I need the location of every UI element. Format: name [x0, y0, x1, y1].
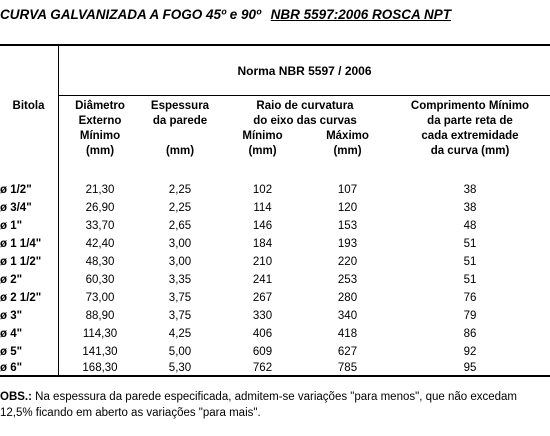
cell-espessura: 2,65 [168, 220, 192, 232]
cell-raio-min: 184 [252, 238, 273, 250]
header-raio-max: Máximo (mm) [326, 130, 369, 157]
cell-comprimento: 38 [463, 202, 477, 214]
cell-comprimento: 51 [463, 256, 477, 268]
cell-comprimento: 95 [463, 362, 477, 374]
cell-diametro: 141,30 [82, 346, 118, 358]
header-diametro: Diâmetro Externo Mínimo (mm) [75, 100, 125, 157]
table-row: ø 2 1/2" 73,00 3,75 267 280 76 [0, 291, 550, 306]
cell-raio-max: 220 [337, 256, 358, 268]
cell-bitola: ø 2" [0, 274, 23, 286]
table-row: ø 1 1/4" 42,40 3,00 184 193 51 [0, 237, 550, 252]
table-row: ø 1" 33,70 2,65 146 153 48 [0, 219, 550, 234]
cell-bitola: ø 1" [0, 220, 23, 232]
header-bitola: Bitola [12, 100, 45, 112]
cell-raio-max: 120 [337, 202, 358, 214]
cell-raio-max: 340 [337, 310, 358, 322]
cell-raio-min: 330 [252, 310, 273, 322]
table-top-border [0, 44, 550, 46]
cell-comprimento: 76 [463, 292, 477, 304]
cell-raio-max: 153 [337, 220, 358, 232]
cell-bitola: ø 1 1/4" [0, 238, 42, 250]
group-header-divider [59, 95, 550, 96]
cell-bitola: ø 1 1/2" [0, 256, 42, 268]
cell-diametro: 114,30 [82, 328, 118, 340]
cell-comprimento: 86 [463, 328, 477, 340]
table-row: ø 5" 141,30 5,00 609 627 92 [0, 345, 550, 360]
cell-raio-max: 418 [337, 328, 358, 340]
cell-comprimento: 92 [463, 346, 477, 358]
cell-raio-min: 609 [252, 346, 273, 358]
table-row: ø 1 1/2" 48,30 3,00 210 220 51 [0, 255, 550, 270]
footnote-text: Na espessura da parede especificada, adm… [0, 391, 518, 419]
cell-diametro: 60,30 [85, 274, 115, 286]
table-row: ø 6" 168,30 5,30 762 785 95 [0, 361, 550, 376]
table-row: ø 4" 114,30 4,25 406 418 86 [0, 327, 550, 342]
footnote-label: OBS.: [0, 391, 32, 403]
cell-raio-min: 102 [252, 184, 273, 196]
cell-espessura: 3,35 [168, 274, 192, 286]
cell-diametro: 168,30 [82, 362, 118, 374]
header-comprimento: Comprimento Mínimo da parte reta de cada… [410, 100, 530, 157]
cell-comprimento: 38 [463, 184, 477, 196]
cell-espessura: 3,75 [168, 310, 192, 322]
cell-espessura: 2,25 [168, 184, 192, 196]
cell-espessura: 2,25 [168, 202, 192, 214]
document-title: CURVA GALVANIZADA A FOGO 45º e 90º NBR 5… [0, 7, 550, 22]
header-raio-min: Mínimo (mm) [242, 130, 283, 157]
footnote: OBS.: Na espessura da parede especificad… [0, 389, 548, 421]
title-main: CURVA GALVANIZADA A FOGO 45º e 90º [0, 7, 261, 22]
cell-diametro: 26,90 [85, 202, 115, 214]
cell-diametro: 33,70 [85, 220, 115, 232]
cell-raio-max: 280 [337, 292, 358, 304]
cell-raio-min: 210 [252, 256, 273, 268]
cell-diametro: 88,90 [85, 310, 115, 322]
cell-bitola: ø 6" [0, 362, 23, 374]
cell-bitola: ø 4" [0, 328, 23, 340]
cell-raio-min: 762 [252, 362, 273, 374]
cell-raio-min: 406 [252, 328, 273, 340]
cell-comprimento: 51 [463, 274, 477, 286]
cell-raio-max: 253 [337, 274, 358, 286]
cell-raio-max: 193 [337, 238, 358, 250]
cell-espessura: 3,75 [168, 292, 192, 304]
cell-bitola: ø 2 1/2" [0, 292, 42, 304]
cell-diametro: 48,30 [85, 256, 115, 268]
table-bottom-border [0, 375, 550, 377]
group-header: Norma NBR 5597 / 2006 [237, 64, 372, 78]
cell-bitola: ø 3/4" [0, 202, 32, 214]
cell-espessura: 5,00 [168, 346, 192, 358]
table-row: ø 1/2" 21,30 2,25 102 107 38 [0, 183, 550, 198]
table-row: ø 2" 60,30 3,35 241 253 51 [0, 273, 550, 288]
cell-bitola: ø 5" [0, 346, 23, 358]
cell-raio-max: 785 [337, 362, 358, 374]
cell-bitola: ø 3" [0, 310, 23, 322]
cell-diametro: 21,30 [85, 184, 115, 196]
cell-raio-min: 114 [253, 202, 272, 214]
cell-raio-min: 241 [252, 274, 273, 286]
cell-espessura: 3,00 [168, 256, 192, 268]
cell-comprimento: 51 [463, 238, 477, 250]
table-row: ø 3/4" 26,90 2,25 114 120 38 [0, 201, 550, 216]
cell-raio-min: 146 [252, 220, 273, 232]
column-divider [58, 44, 59, 376]
cell-espessura: 5,30 [168, 362, 192, 374]
cell-espessura: 3,00 [168, 238, 192, 250]
cell-raio-max: 107 [337, 184, 358, 196]
cell-diametro: 42,40 [85, 238, 115, 250]
header-raio: Raio de curvatura do eixo das curvas [253, 100, 357, 127]
cell-raio-max: 627 [337, 346, 358, 358]
header-espessura: Espessura da parede (mm) [150, 100, 210, 157]
table-row: ø 3" 88,90 3,75 330 340 79 [0, 309, 550, 324]
cell-diametro: 73,00 [85, 292, 115, 304]
cell-espessura: 4,25 [168, 328, 192, 340]
cell-raio-min: 267 [252, 292, 273, 304]
cell-bitola: ø 1/2" [0, 184, 32, 196]
cell-comprimento: 48 [463, 220, 477, 232]
title-standard: NBR 5597:2006 ROSCA NPT [270, 7, 451, 22]
cell-comprimento: 79 [463, 310, 477, 322]
